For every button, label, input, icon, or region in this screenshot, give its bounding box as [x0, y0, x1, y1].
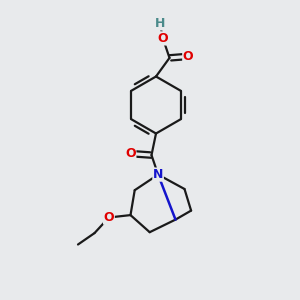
- Text: O: O: [103, 211, 114, 224]
- Text: O: O: [183, 50, 194, 63]
- Text: O: O: [125, 147, 136, 160]
- Text: O: O: [158, 32, 168, 45]
- Text: H: H: [155, 17, 165, 30]
- Text: N: N: [153, 168, 163, 181]
